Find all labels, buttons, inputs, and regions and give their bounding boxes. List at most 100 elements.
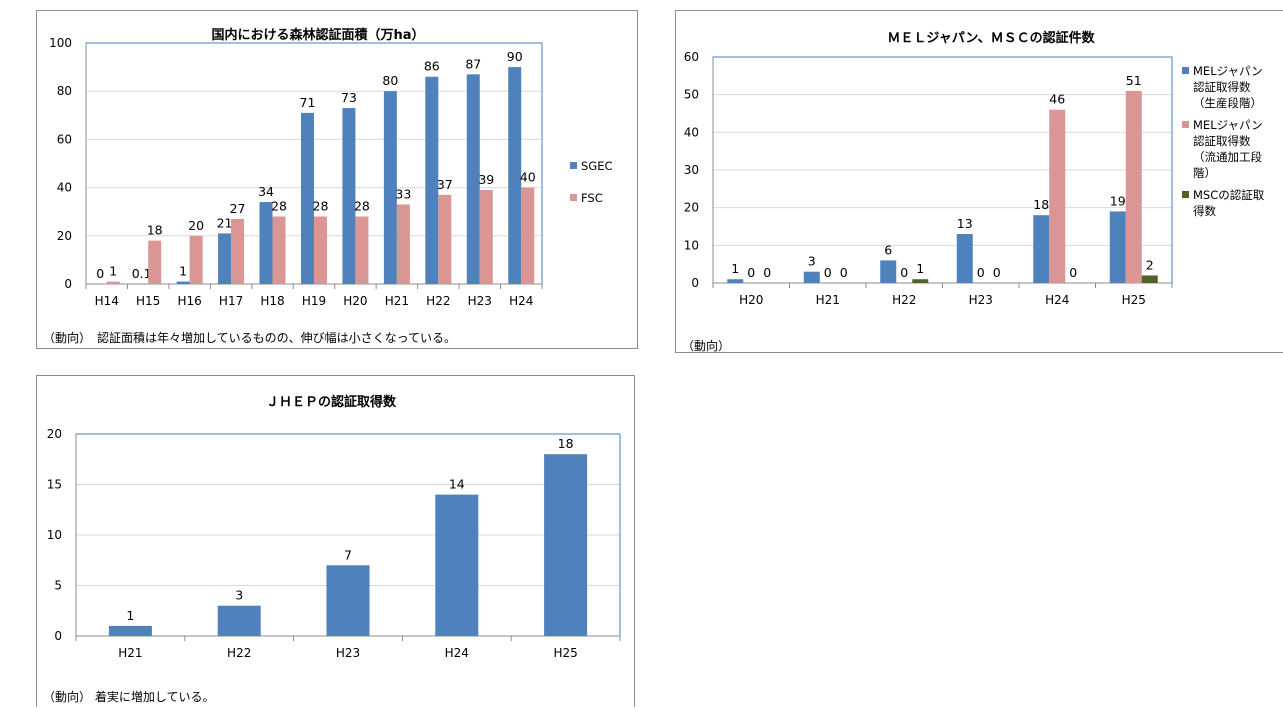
legend-label: （流通加工段 — [1193, 150, 1262, 164]
bar — [880, 260, 896, 283]
x-tick-label: H23 — [969, 293, 993, 307]
chart-note: （動向） — [682, 337, 730, 354]
y-tick-label: 20 — [47, 427, 62, 441]
bar — [218, 606, 261, 636]
chart-title: ＭＥＬジャパン、ＭＳＣの認証件数 — [887, 30, 1095, 46]
data-label: 0 — [840, 265, 848, 280]
data-label: 71 — [300, 95, 316, 110]
bar — [1049, 110, 1065, 283]
data-label: 1 — [179, 264, 187, 279]
legend-swatch — [570, 162, 577, 169]
chart-title: ＪＨＥＰの認証取得数 — [266, 394, 397, 410]
legend-label: 認証取得数 — [1193, 134, 1251, 148]
bar — [912, 279, 928, 283]
x-tick-label: H18 — [260, 294, 284, 308]
y-tick-label: 60 — [684, 50, 699, 64]
data-label: 27 — [230, 201, 246, 216]
data-label: 0 — [763, 265, 771, 280]
bar — [107, 282, 120, 284]
x-tick-label: H21 — [385, 294, 409, 308]
data-label: 28 — [354, 199, 370, 214]
x-tick-label: H19 — [302, 294, 326, 308]
data-label: 14 — [449, 477, 465, 492]
x-tick-label: H21 — [816, 293, 840, 307]
data-label: 40 — [520, 170, 536, 185]
x-tick-label: H22 — [426, 294, 450, 308]
x-tick-label: H20 — [343, 294, 367, 308]
data-label: 0 — [824, 265, 832, 280]
legend-swatch — [1182, 191, 1189, 198]
bar — [177, 282, 190, 284]
data-label: 0 — [747, 265, 755, 280]
x-tick-label: H17 — [219, 294, 243, 308]
data-label: 87 — [465, 56, 481, 71]
bar — [327, 565, 370, 636]
bar — [521, 188, 534, 284]
data-label: 3 — [808, 254, 816, 269]
x-tick-label: H22 — [227, 646, 251, 660]
data-label: 19 — [1110, 193, 1126, 208]
y-tick-label: 80 — [57, 84, 72, 98]
data-label: 28 — [271, 199, 287, 214]
bar — [435, 495, 478, 636]
x-tick-label: H22 — [892, 293, 916, 307]
y-tick-label: 0 — [64, 277, 72, 291]
data-label: 18 — [147, 223, 163, 238]
data-label: 90 — [507, 49, 523, 64]
data-label: 1 — [731, 261, 739, 276]
x-tick-label: H16 — [177, 294, 201, 308]
x-tick-label: H24 — [445, 646, 469, 660]
y-tick-label: 100 — [49, 36, 72, 50]
y-tick-label: 60 — [57, 132, 72, 146]
data-label: 73 — [341, 90, 357, 105]
bar — [957, 234, 973, 283]
data-label: 21 — [217, 215, 233, 230]
legend-label: 認証取得数 — [1193, 80, 1251, 94]
bar — [342, 108, 355, 284]
data-label: 7 — [344, 547, 352, 562]
data-label: 2 — [1146, 257, 1154, 272]
data-label: 46 — [1049, 92, 1065, 107]
bar — [480, 190, 493, 284]
data-label: 37 — [437, 177, 453, 192]
legend-swatch — [570, 194, 577, 201]
y-tick-label: 40 — [57, 181, 72, 195]
data-label: 1 — [916, 261, 924, 276]
chart-title: 国内における森林認証面積（万ha） — [211, 27, 424, 43]
bar — [1033, 215, 1049, 283]
data-label: 3 — [235, 588, 243, 603]
legend-label: 階） — [1193, 166, 1216, 180]
data-label: 86 — [424, 59, 440, 74]
legend-label: MELジャパン — [1193, 118, 1263, 132]
data-label: 39 — [478, 172, 494, 187]
bar — [148, 241, 161, 284]
bar — [397, 204, 410, 284]
bar — [231, 219, 244, 284]
y-tick-label: 20 — [57, 229, 72, 243]
y-tick-label: 0 — [54, 629, 62, 643]
data-label: 1 — [109, 264, 117, 279]
y-tick-label: 0 — [691, 276, 699, 290]
x-tick-label: H24 — [1045, 293, 1069, 307]
data-label: 28 — [313, 199, 329, 214]
y-tick-label: 5 — [54, 579, 62, 593]
x-tick-label: H14 — [95, 294, 119, 308]
x-tick-label: H23 — [468, 294, 492, 308]
data-label: 0 — [977, 265, 985, 280]
bar — [190, 236, 203, 284]
y-tick-label: 40 — [684, 125, 699, 139]
x-tick-label: H21 — [118, 646, 142, 660]
legend-label: （生産段階） — [1193, 96, 1262, 110]
chart-note: （動向） 認証面積は年々増加しているものの、伸び幅は小さくなっている。 — [43, 329, 456, 346]
x-tick-label: H20 — [739, 293, 763, 307]
x-tick-label: H25 — [553, 646, 577, 660]
legend-label: MSCの認証取 — [1193, 188, 1265, 202]
data-label: 18 — [558, 436, 574, 451]
bar — [438, 195, 451, 284]
bar — [260, 202, 273, 284]
data-label: 18 — [1033, 197, 1049, 212]
legend-label: 得数 — [1193, 204, 1216, 218]
